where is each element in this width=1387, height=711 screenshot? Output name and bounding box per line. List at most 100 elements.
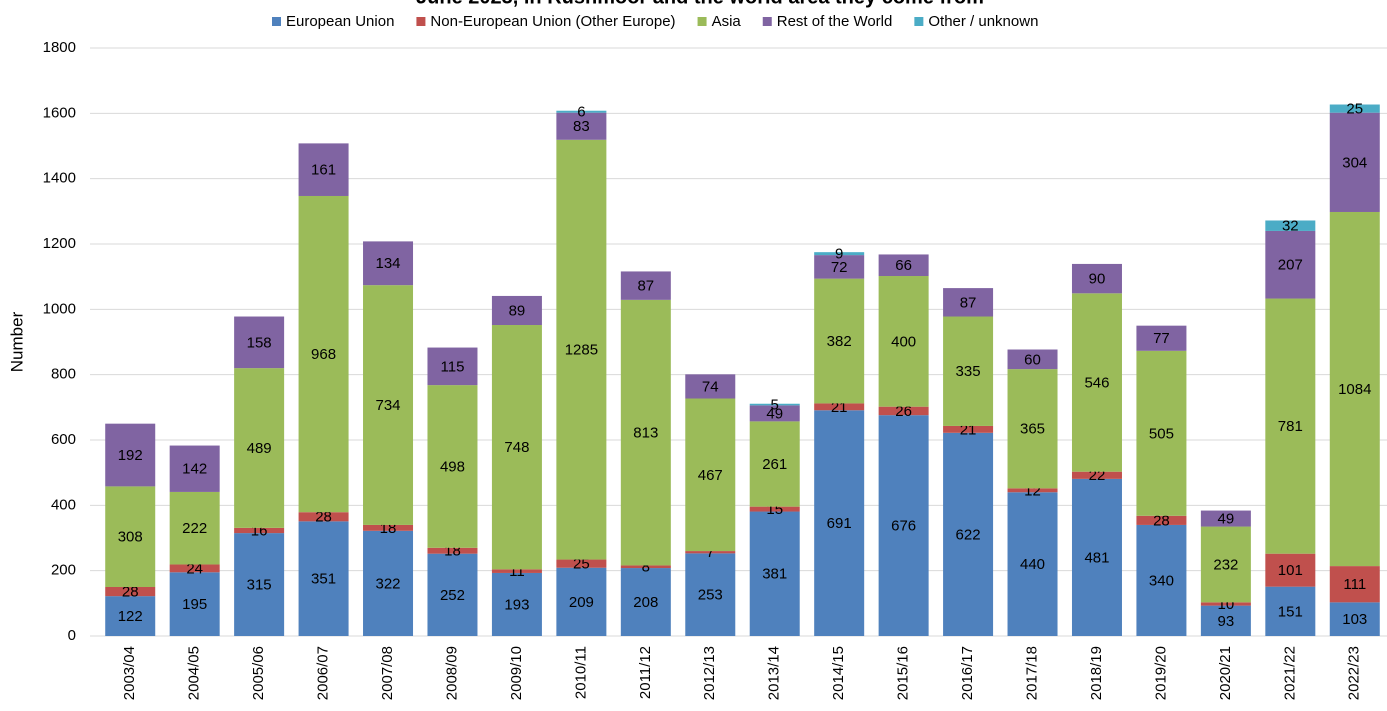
bar-segment: [878, 276, 929, 407]
data-label: 24: [186, 560, 203, 577]
bar-segment: [1200, 526, 1251, 603]
x-tick-label: 2010/11: [572, 646, 589, 699]
bar-segment: [1071, 478, 1122, 636]
x-tick-label: 2019/20: [1152, 646, 1169, 700]
data-label: 209: [569, 594, 594, 611]
bar-segment: [491, 569, 542, 573]
data-label: 208: [633, 594, 658, 611]
data-label: 381: [762, 566, 787, 583]
data-label: 207: [1278, 257, 1303, 274]
x-tick-label: 2006/07: [315, 646, 332, 700]
bar-segment: [1329, 104, 1380, 113]
bar-segment: [556, 567, 607, 636]
data-label: 481: [1084, 549, 1109, 566]
bar-segment: [1007, 369, 1058, 489]
bar-segment: [749, 405, 800, 422]
bar-segment: [556, 139, 607, 560]
data-label: 193: [504, 596, 529, 613]
x-tick-label: 2018/19: [1088, 646, 1105, 700]
bar-segment: [556, 112, 607, 140]
bar-segment: [105, 596, 156, 636]
bar-segment: [1265, 553, 1316, 587]
data-label: 66: [895, 257, 912, 274]
bar-segment: [814, 410, 865, 636]
x-tick-label: 2005/06: [250, 646, 267, 700]
data-label: 103: [1342, 611, 1367, 628]
chart-title: June 2023, in Rushmoor and the world are…: [416, 0, 984, 8]
bar-segment: [1329, 602, 1380, 636]
bar-segment: [749, 506, 800, 512]
data-label: 253: [698, 587, 723, 604]
bar-segment: [427, 385, 478, 548]
bar-segment: [1007, 349, 1058, 370]
x-tick-label: 2013/14: [766, 646, 783, 700]
bar-segment: [1329, 112, 1380, 212]
data-label: 49: [1218, 511, 1235, 528]
bar-segment: [169, 445, 220, 492]
bar-segment: [491, 325, 542, 570]
bar-segment: [1136, 524, 1187, 636]
data-label: 9: [835, 246, 843, 263]
data-label: 734: [376, 397, 401, 414]
data-label: 25: [573, 556, 590, 573]
y-tick-label: 1000: [43, 300, 76, 317]
x-tick-label: 2022/23: [1346, 646, 1363, 700]
legend-label: European Union: [286, 13, 394, 30]
bar-segment: [105, 423, 156, 487]
data-label: 489: [247, 440, 272, 457]
data-label: 161: [311, 162, 336, 179]
bar-segment: [1007, 492, 1058, 636]
data-label: 498: [440, 458, 465, 475]
bar-segment: [943, 288, 994, 317]
bar-segment: [814, 403, 865, 411]
data-label: 83: [573, 118, 590, 135]
bar-segment: [1265, 230, 1316, 299]
data-label: 308: [118, 529, 143, 546]
bar-segment: [878, 406, 929, 416]
bar-segment: [1265, 586, 1316, 636]
bar-segment: [620, 271, 671, 300]
bar-segment: [491, 572, 542, 636]
bar-segment: [427, 547, 478, 554]
bar-segment: [1136, 515, 1187, 525]
legend-label: Other / unknown: [928, 13, 1038, 30]
y-tick-label: 1200: [43, 235, 76, 252]
bar-segment: [363, 241, 414, 286]
x-tick-label: 2007/08: [379, 646, 396, 700]
data-label: 467: [698, 467, 723, 484]
bar-segment: [878, 415, 929, 636]
data-label: 340: [1149, 572, 1174, 589]
data-label: 304: [1342, 154, 1367, 171]
data-label: 115: [441, 358, 465, 375]
bar-segment: [749, 403, 800, 406]
y-tick-label: 400: [51, 496, 76, 513]
bar-segment: [556, 559, 607, 568]
data-label: 365: [1020, 421, 1045, 438]
bar-segment: [556, 110, 607, 113]
x-tick-label: 2012/13: [701, 646, 718, 700]
bar-segment: [363, 524, 414, 531]
data-label: 6: [577, 104, 585, 121]
data-label: 335: [956, 363, 981, 380]
data-label: 26: [895, 403, 912, 420]
bar-segment: [427, 553, 478, 636]
bar-segment: [685, 398, 736, 552]
data-label: 87: [960, 294, 977, 311]
x-tick-label: 2017/18: [1023, 646, 1040, 700]
data-label: 400: [891, 333, 916, 350]
y-tick-label: 200: [51, 562, 76, 579]
y-tick-label: 800: [51, 366, 76, 383]
data-label: 7: [706, 544, 714, 561]
data-label: 28: [315, 509, 332, 526]
data-label: 622: [956, 526, 981, 543]
data-label: 28: [122, 584, 139, 601]
x-tick-label: 2016/17: [959, 646, 976, 700]
bar-segment: [685, 374, 736, 399]
data-label: 546: [1084, 374, 1109, 391]
data-label: 32: [1282, 218, 1299, 235]
bar-segment: [427, 347, 478, 386]
x-tick-label: 2014/15: [830, 646, 847, 700]
bar-segment: [620, 565, 671, 569]
data-label: 122: [118, 608, 143, 625]
bar-segment: [1007, 488, 1058, 493]
